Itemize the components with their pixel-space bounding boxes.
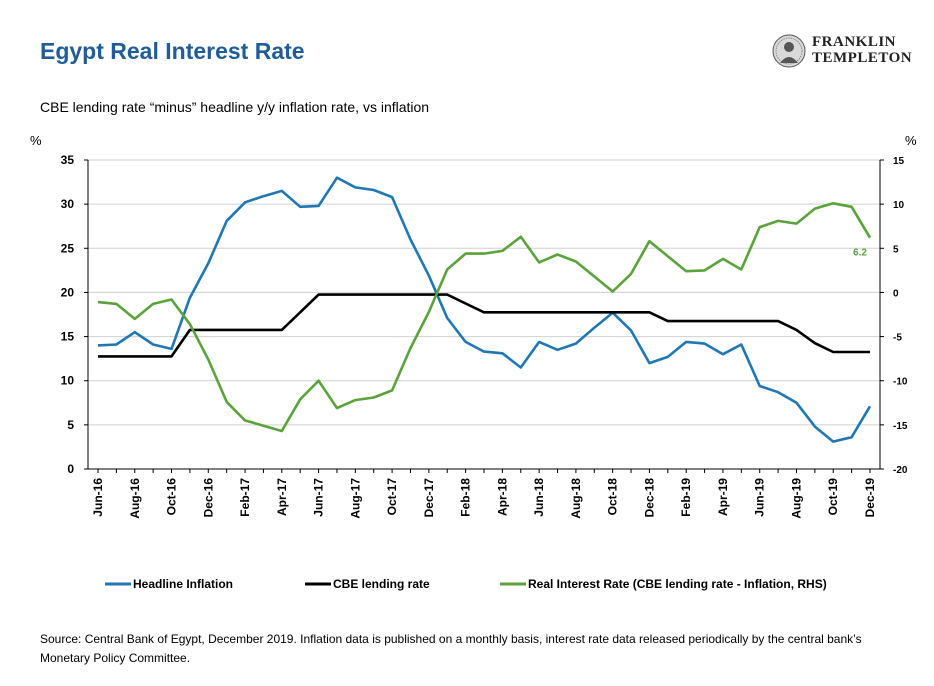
x-tick-label: Feb-18 (459, 478, 473, 517)
franklin-templeton-logo: FRANKLIN TEMPLETON (772, 34, 922, 68)
x-tick-label: Oct-18 (606, 478, 620, 516)
x-tick-label: Aug-19 (789, 478, 803, 519)
logo-line-franklin: FRANKLIN (812, 34, 897, 50)
legend-label: CBE lending rate (333, 577, 430, 591)
chart-subtitle: CBE lending rate “minus” headline y/y in… (40, 99, 430, 115)
x-tick-label: Dec-18 (642, 478, 656, 518)
y-left-tick-label: 0 (67, 462, 74, 476)
y-left-tick-label: 35 (61, 153, 75, 167)
y-right-tick-label: 10 (893, 200, 905, 211)
x-tick-label: Aug-18 (569, 478, 583, 519)
series-line-headline (97, 176, 872, 443)
y-right-tick-label: -10 (893, 377, 908, 388)
y-right-axis-label: % (905, 133, 917, 148)
axes: 0 5 10 15 20 25 30 35 -20 -15 -10 -5 0 5 10 15% % Jun-16 A… (30, 133, 917, 519)
y-left-tick-label: 20 (61, 285, 75, 299)
x-tick-label: Dec-19 (863, 478, 877, 518)
x-tick-label: Feb-19 (679, 478, 693, 517)
x-tick-label: Oct-16 (165, 478, 179, 516)
legend-label: Real Interest Rate (CBE lending rate - I… (528, 577, 827, 591)
x-tick-label: Oct-19 (826, 478, 840, 516)
x-tick-label: Apr-17 (275, 478, 289, 516)
x-tick-label: Aug-16 (128, 478, 142, 519)
x-tick-label: Jun-19 (753, 478, 767, 517)
x-tick-label: Jun-18 (532, 478, 546, 517)
y-left-tick-label: 30 (61, 197, 75, 211)
y-left-tick-label: 25 (61, 241, 75, 255)
y-left-tick-label: 10 (61, 374, 75, 388)
series-line-cbe (98, 293, 870, 358)
y-right-tick-label: 5 (893, 244, 899, 255)
source-note: Source: Central Bank of Egypt, December … (40, 632, 862, 665)
x-tick-label: Apr-18 (495, 478, 509, 516)
x-tick-label: Apr-19 (716, 478, 730, 516)
y-right-tick-label: 0 (893, 288, 899, 299)
chart: 0 5 10 15 20 25 30 35 -20 -15 -10 -5 0 5 10 15% % Jun-16 A… (30, 133, 917, 591)
chart-title: Egypt Real Interest Rate (40, 38, 305, 64)
grid-lines (88, 159, 880, 426)
x-tick-label: Feb-17 (238, 478, 252, 517)
y-left-tick-label: 15 (61, 330, 75, 344)
series-line-real (97, 202, 872, 433)
data-label: 6.2 (853, 248, 867, 259)
y-right-tick-label: -15 (893, 421, 908, 432)
y-right-tick-label: 15 (893, 156, 905, 167)
x-tick-label: Dec-16 (201, 478, 215, 518)
y-left-axis-label: % (30, 133, 42, 148)
series-group: 6.2 (97, 176, 872, 443)
portrait-seal-icon (772, 34, 806, 68)
x-tick-label: Jun-16 (91, 478, 105, 517)
legend-label: Headline Inflation (133, 577, 233, 591)
y-right-tick-label: -20 (893, 465, 908, 476)
x-tick-label: Dec-17 (422, 478, 436, 518)
legend: Headline Inflation CBE lending rate Real I… (105, 577, 827, 591)
y-right-tick-label: -5 (893, 333, 902, 344)
x-tick-label: Jun-17 (312, 478, 326, 517)
logo-line-templeton: TEMPLETON (812, 50, 913, 66)
y-left-tick-label: 5 (67, 418, 74, 432)
x-tick-label: Oct-17 (385, 478, 399, 516)
x-tick-label: Aug-17 (348, 478, 362, 519)
